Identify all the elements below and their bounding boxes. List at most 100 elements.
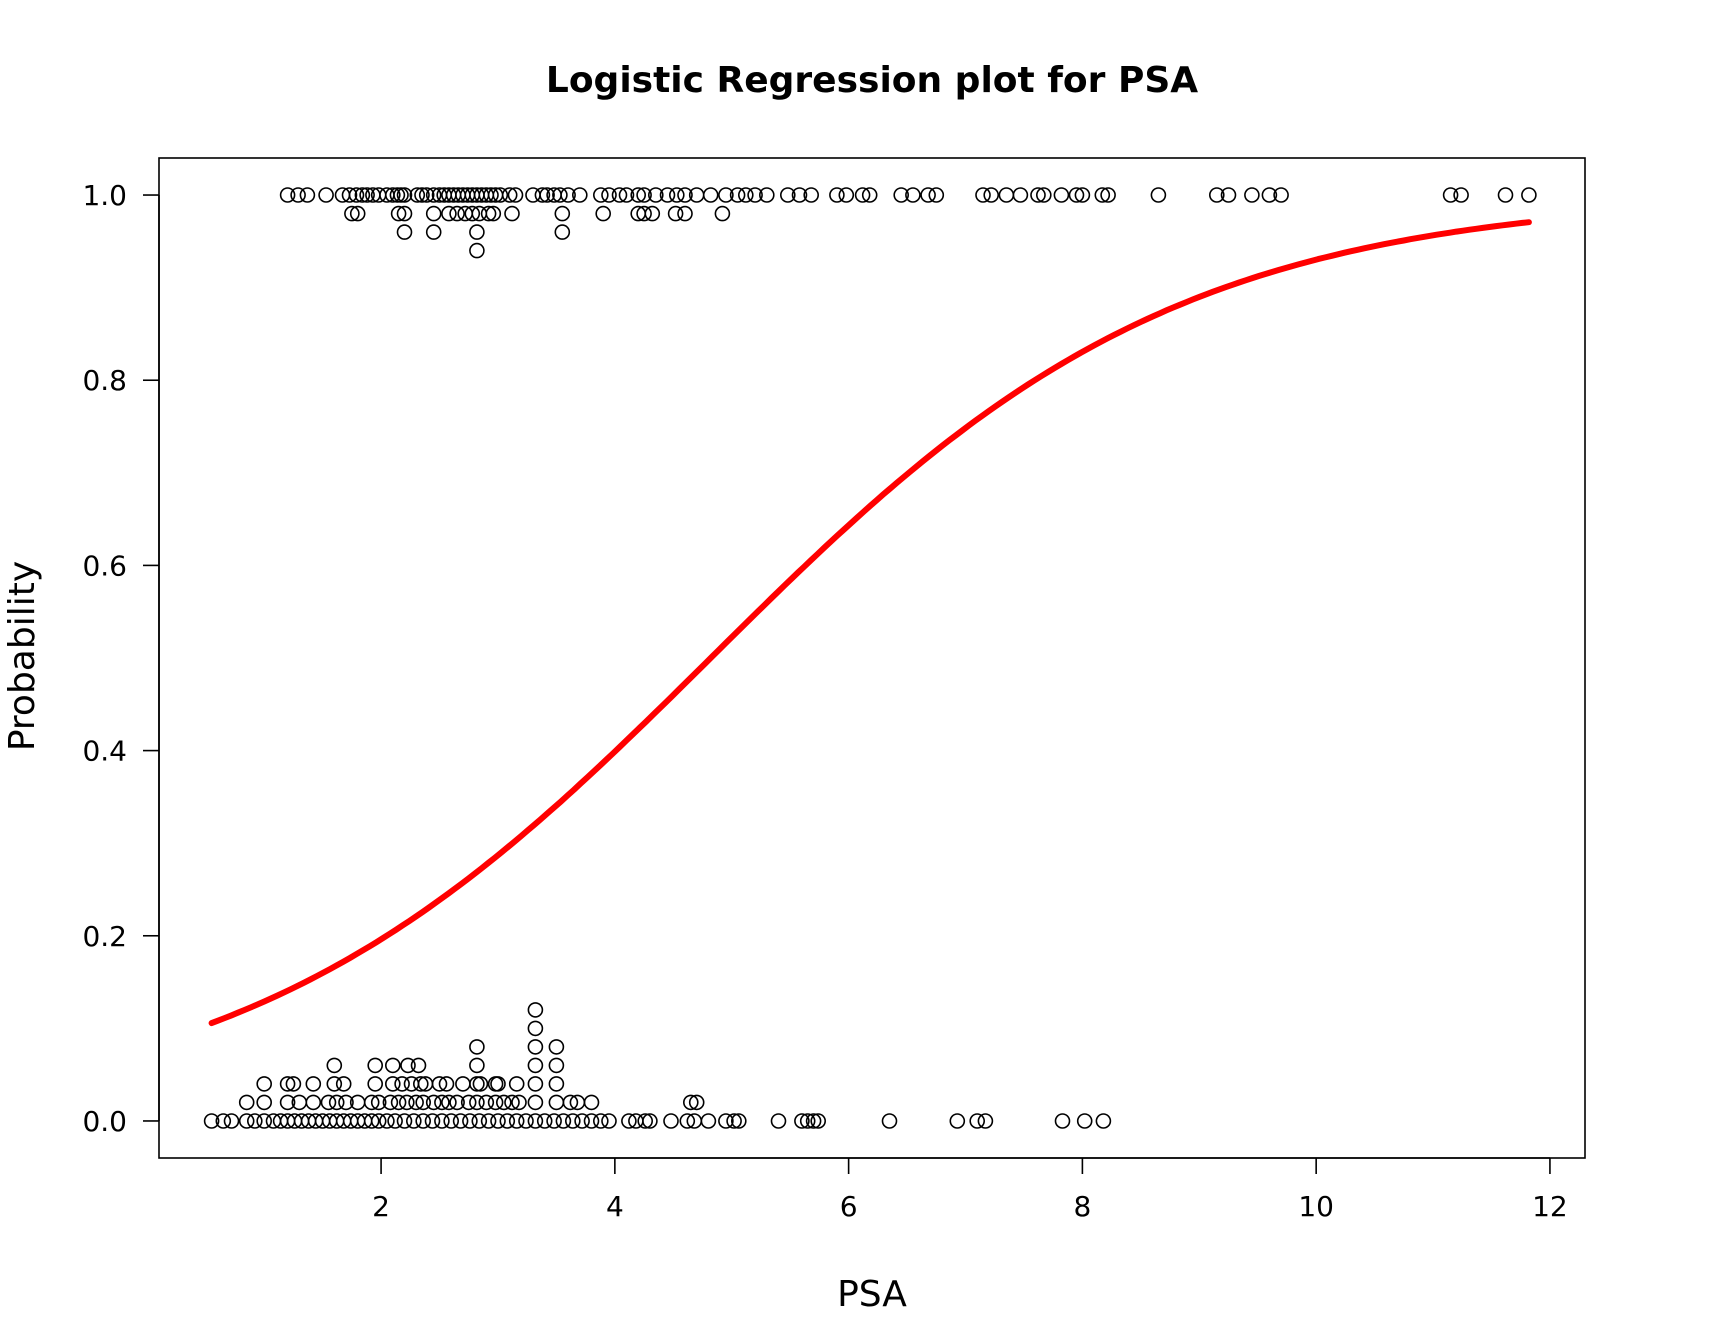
x-tick-label: 6 — [840, 1190, 858, 1223]
data-point — [677, 205, 693, 222]
data-point — [562, 1094, 579, 1111]
data-point — [642, 1113, 658, 1129]
data-point — [490, 1113, 506, 1129]
data-point — [370, 1113, 387, 1129]
data-point — [387, 1113, 403, 1129]
data-point — [508, 1076, 525, 1092]
data-point — [668, 187, 685, 203]
data-point — [527, 1094, 544, 1111]
data-point — [507, 187, 524, 203]
data-point — [527, 1002, 544, 1018]
x-tick-label: 12 — [1532, 1190, 1568, 1223]
data-point — [396, 187, 413, 203]
data-point — [390, 1094, 407, 1111]
data-point — [318, 187, 334, 203]
data-point — [299, 187, 316, 203]
data-point — [546, 1113, 562, 1129]
data-point — [441, 205, 457, 222]
data-point — [418, 187, 435, 203]
data-point — [977, 1113, 994, 1129]
data-point — [499, 1113, 516, 1129]
data-point — [1521, 187, 1537, 203]
data-point — [408, 1094, 424, 1111]
chart-title: Logistic Regression plot for PSA — [546, 60, 1198, 101]
data-point — [469, 1057, 485, 1074]
data-point — [1150, 187, 1167, 203]
data-point — [527, 1039, 544, 1055]
data-point — [478, 1094, 495, 1111]
data-point — [335, 1076, 352, 1092]
data-point — [434, 1113, 450, 1129]
data-point — [469, 224, 485, 240]
data-point — [460, 1094, 477, 1111]
data-point — [667, 205, 684, 222]
data-point — [1074, 187, 1091, 203]
data-point — [621, 1113, 637, 1129]
data-point — [630, 187, 647, 203]
data-point — [758, 187, 775, 203]
data-point — [469, 1076, 485, 1092]
data-point — [431, 1076, 448, 1092]
data-point — [390, 205, 407, 222]
data-point — [389, 187, 406, 203]
data-point — [341, 187, 358, 203]
data-point — [455, 1076, 471, 1092]
data-point — [1068, 187, 1085, 203]
data-point — [702, 187, 719, 203]
x-tick-label: 8 — [1073, 1190, 1091, 1223]
data-point — [794, 1113, 810, 1129]
data-point — [636, 187, 652, 203]
data-point — [730, 1113, 747, 1129]
data-point — [338, 1094, 354, 1111]
data-point — [799, 1113, 816, 1129]
y-tick-label: 0.4 — [82, 735, 127, 768]
data-point — [415, 1113, 432, 1129]
data-point — [829, 187, 845, 203]
data-point — [983, 187, 1000, 203]
data-point — [682, 1094, 699, 1111]
scatter-points — [203, 187, 1537, 1129]
data-point — [574, 1113, 590, 1129]
data-point — [487, 1094, 504, 1111]
data-point — [975, 187, 991, 203]
data-point — [508, 1113, 525, 1129]
data-point — [359, 187, 375, 203]
data-point — [969, 1113, 986, 1129]
data-point — [554, 205, 571, 222]
data-point — [548, 1039, 565, 1055]
data-point — [472, 1076, 489, 1092]
data-point — [425, 1094, 442, 1111]
data-point — [1054, 1113, 1071, 1129]
data-point — [256, 1113, 273, 1129]
data-point — [527, 1113, 544, 1129]
data-point — [238, 1094, 255, 1111]
data-point — [492, 187, 509, 203]
data-point — [384, 187, 401, 203]
data-point — [1497, 187, 1514, 203]
data-point — [504, 1094, 520, 1111]
data-point — [659, 187, 676, 203]
y-tick-label: 0.0 — [82, 1105, 127, 1138]
y-tick-label: 0.2 — [82, 920, 127, 953]
data-point — [949, 1113, 966, 1129]
data-point — [415, 1094, 432, 1111]
data-point — [279, 187, 296, 203]
data-point — [554, 224, 571, 240]
data-point — [592, 1113, 609, 1129]
data-point — [548, 1094, 565, 1111]
data-point — [394, 1076, 410, 1092]
data-point — [414, 187, 430, 203]
data-point — [893, 187, 910, 203]
data-point — [405, 1113, 422, 1129]
data-point — [1095, 1113, 1112, 1129]
data-point — [396, 1113, 413, 1129]
data-point — [328, 1094, 345, 1111]
data-point — [425, 224, 442, 240]
data-point — [805, 1113, 822, 1129]
data-point — [412, 1076, 429, 1092]
data-point — [469, 242, 485, 259]
data-point — [637, 1113, 654, 1129]
x-axis: 2 4 6 8 10 12 — [372, 1157, 1568, 1223]
data-point — [571, 187, 588, 203]
